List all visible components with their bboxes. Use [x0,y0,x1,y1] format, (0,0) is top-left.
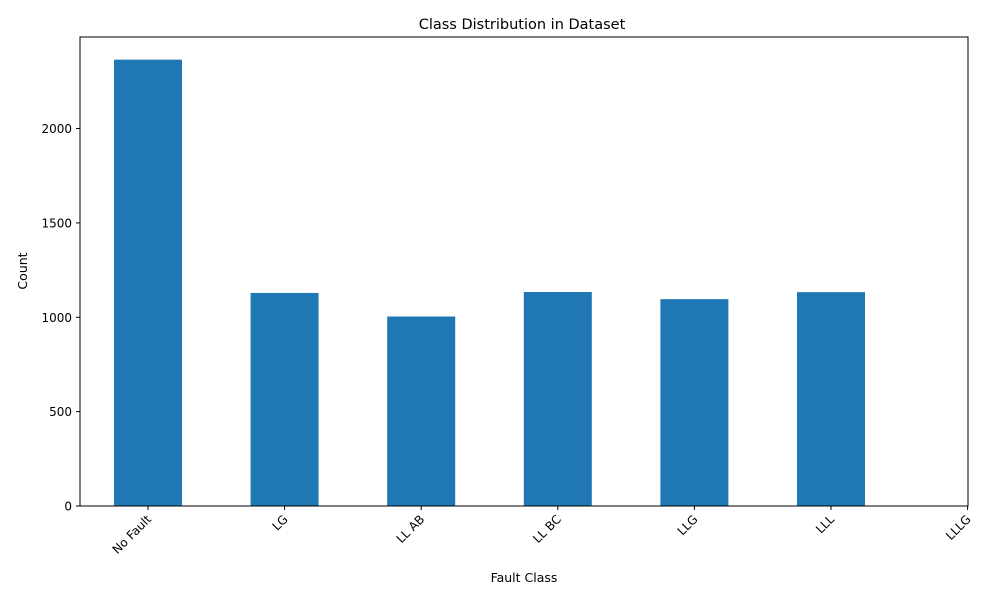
x-tick-label: LLL [813,512,837,536]
chart-title: Class Distribution in Dataset [419,17,626,33]
bar-ll-bc [523,291,592,506]
bar-lll [797,292,865,506]
x-tick-label: LL BC [530,512,564,546]
y-tick-label: 1500 [41,216,72,230]
x-tick-label: No Fault [110,512,155,557]
x-tick-label: LLLG [943,512,974,543]
y-tick-label: 2000 [41,122,72,136]
x-tick-label: LL AB [394,512,428,546]
y-tick-label: 0 [64,500,72,514]
bar-lg [250,292,319,506]
y-tick-label: 500 [49,405,72,419]
x-tick-label: LG [270,512,291,533]
y-tick-label: 1000 [41,311,72,325]
x-axis-label: Fault Class [491,570,558,585]
bar-llg [660,299,729,506]
bars-layer [114,59,865,506]
plot-frame [79,36,969,507]
bar-ll-ab [387,316,456,506]
bar-no-fault [114,59,182,506]
y-axis-label: Count [15,252,30,289]
x-tick-label: LLG [675,512,701,538]
